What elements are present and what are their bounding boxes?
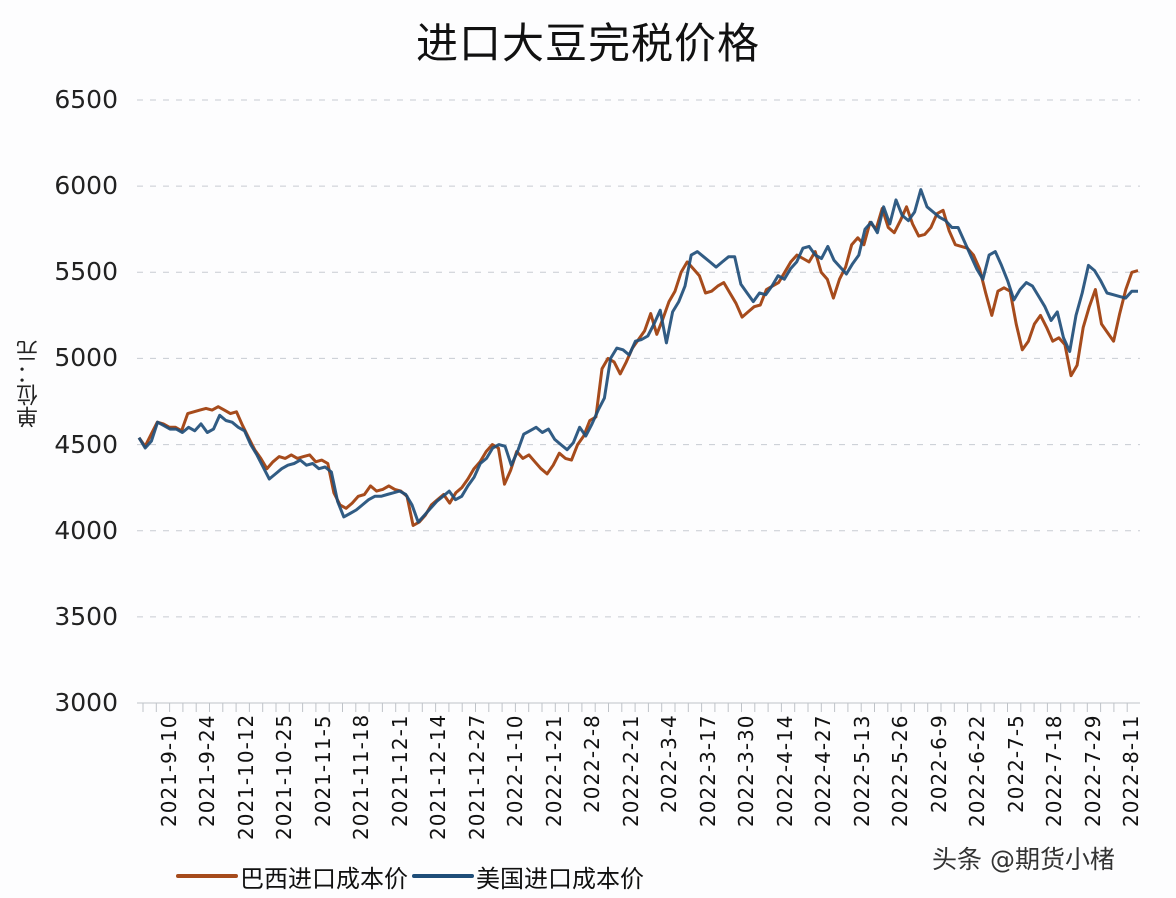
y-tick-label: 6000 xyxy=(54,171,118,201)
x-tick-label: 2022-7-18 xyxy=(1042,714,1067,827)
x-tick-label: 2022-2-21 xyxy=(618,714,643,827)
x-tick-label: 2021-9-24 xyxy=(195,714,220,827)
y-tick-label: 4500 xyxy=(54,429,118,459)
x-tick-label: 2022-3-17 xyxy=(695,714,720,827)
legend-item-brazil: 巴西进口成本价 xyxy=(176,859,408,894)
x-tick-label: 2022-2-8 xyxy=(580,714,605,813)
x-tick-label: 2021-12-27 xyxy=(464,713,489,840)
x-tick-label: 2021-12-14 xyxy=(426,713,451,840)
y-tick-label: 4000 xyxy=(54,515,118,545)
x-tick-label: 2022-3-4 xyxy=(657,714,682,813)
x-tick-label: 2022-7-29 xyxy=(1080,714,1105,827)
x-tick-label: 2022-7-5 xyxy=(1003,714,1028,813)
x-tick-label: 2021-11-18 xyxy=(349,713,374,840)
legend: 巴西进口成本价 美国进口成本价 xyxy=(176,858,648,894)
x-tick-label: 2022-4-14 xyxy=(772,714,797,827)
x-tick-label: 2021-11-5 xyxy=(310,714,335,827)
x-tick-label: 2021-10-25 xyxy=(272,713,297,840)
x-tick-label: 2021-12-1 xyxy=(387,714,412,827)
y-tick-label: 5500 xyxy=(54,257,118,287)
legend-item-usa: 美国进口成本价 xyxy=(412,859,644,894)
legend-swatch-usa xyxy=(412,874,474,878)
series-line-usa xyxy=(137,188,1138,524)
x-tick-label: 2022-1-21 xyxy=(541,714,566,827)
watermark: 头条 @期货小楮 xyxy=(932,845,1115,874)
y-tick-label: 3500 xyxy=(54,601,118,631)
y-tick-label: 6500 xyxy=(54,85,118,114)
legend-label-usa: 美国进口成本价 xyxy=(476,864,644,893)
x-tick-label: 2022-5-26 xyxy=(888,714,913,827)
x-tick-label: 2021-9-10 xyxy=(157,714,181,827)
x-tick-label: 2022-6-9 xyxy=(926,714,951,813)
x-tick-label: 2022-5-13 xyxy=(849,714,874,827)
y-tick-label: 5000 xyxy=(54,343,118,373)
x-tick-label: 2022-1-10 xyxy=(503,714,528,827)
x-tick-label: 2021-10-12 xyxy=(233,713,258,840)
x-tick-label: 2022-4-27 xyxy=(811,714,836,827)
legend-swatch-brazil xyxy=(176,874,238,878)
y-tick-label: 3000 xyxy=(54,688,118,717)
chart-title: 进口大豆完税价格 xyxy=(415,19,760,68)
x-tick-label: 2022-6-22 xyxy=(965,714,990,827)
x-tick-label: 2022-8-11 xyxy=(1119,714,1143,827)
x-tick-label: 2022-3-30 xyxy=(734,714,759,827)
legend-label-brazil: 巴西进口成本价 xyxy=(240,864,408,893)
